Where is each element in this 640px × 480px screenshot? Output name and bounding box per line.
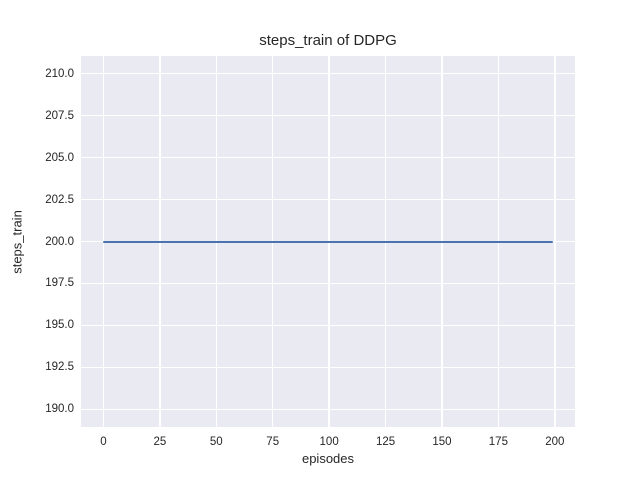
y-gridline bbox=[81, 114, 575, 117]
y-tick-label: 197.5 bbox=[45, 277, 74, 290]
y-gridline bbox=[81, 156, 575, 159]
x-tick-label: 50 bbox=[209, 436, 223, 448]
y-gridline bbox=[81, 198, 575, 201]
x-tick-label: 125 bbox=[375, 436, 396, 448]
x-tick-label: 75 bbox=[266, 436, 280, 448]
y-tick-label: 210.0 bbox=[45, 67, 74, 80]
y-tick-label: 205.0 bbox=[45, 151, 74, 164]
y-tick-label: 190.0 bbox=[45, 403, 74, 416]
data-line-steps_train bbox=[103, 240, 553, 243]
x-tick-label: 175 bbox=[488, 436, 508, 448]
x-tick-label: 200 bbox=[545, 436, 565, 448]
y-gridline bbox=[81, 72, 575, 75]
x-tick-label: 0 bbox=[100, 436, 107, 448]
y-axis-label: steps_train bbox=[9, 209, 25, 274]
plot-area bbox=[81, 56, 575, 427]
y-gridline bbox=[81, 366, 575, 369]
x-tick-label: 25 bbox=[153, 436, 167, 448]
x-tick-label: 100 bbox=[319, 436, 339, 448]
y-tick-label: 192.5 bbox=[45, 361, 74, 374]
y-gridline bbox=[81, 408, 575, 411]
y-tick-label: 202.5 bbox=[45, 193, 74, 206]
y-gridline bbox=[81, 324, 575, 327]
y-gridline bbox=[81, 282, 575, 285]
chart-title: steps_train of DDPG bbox=[259, 32, 397, 49]
y-tick-label: 200.0 bbox=[45, 235, 74, 248]
x-tick-label: 150 bbox=[432, 436, 452, 448]
y-tick-label: 195.0 bbox=[45, 319, 74, 332]
x-axis-label: episodes bbox=[301, 451, 355, 466]
y-tick-label: 207.5 bbox=[45, 109, 74, 122]
